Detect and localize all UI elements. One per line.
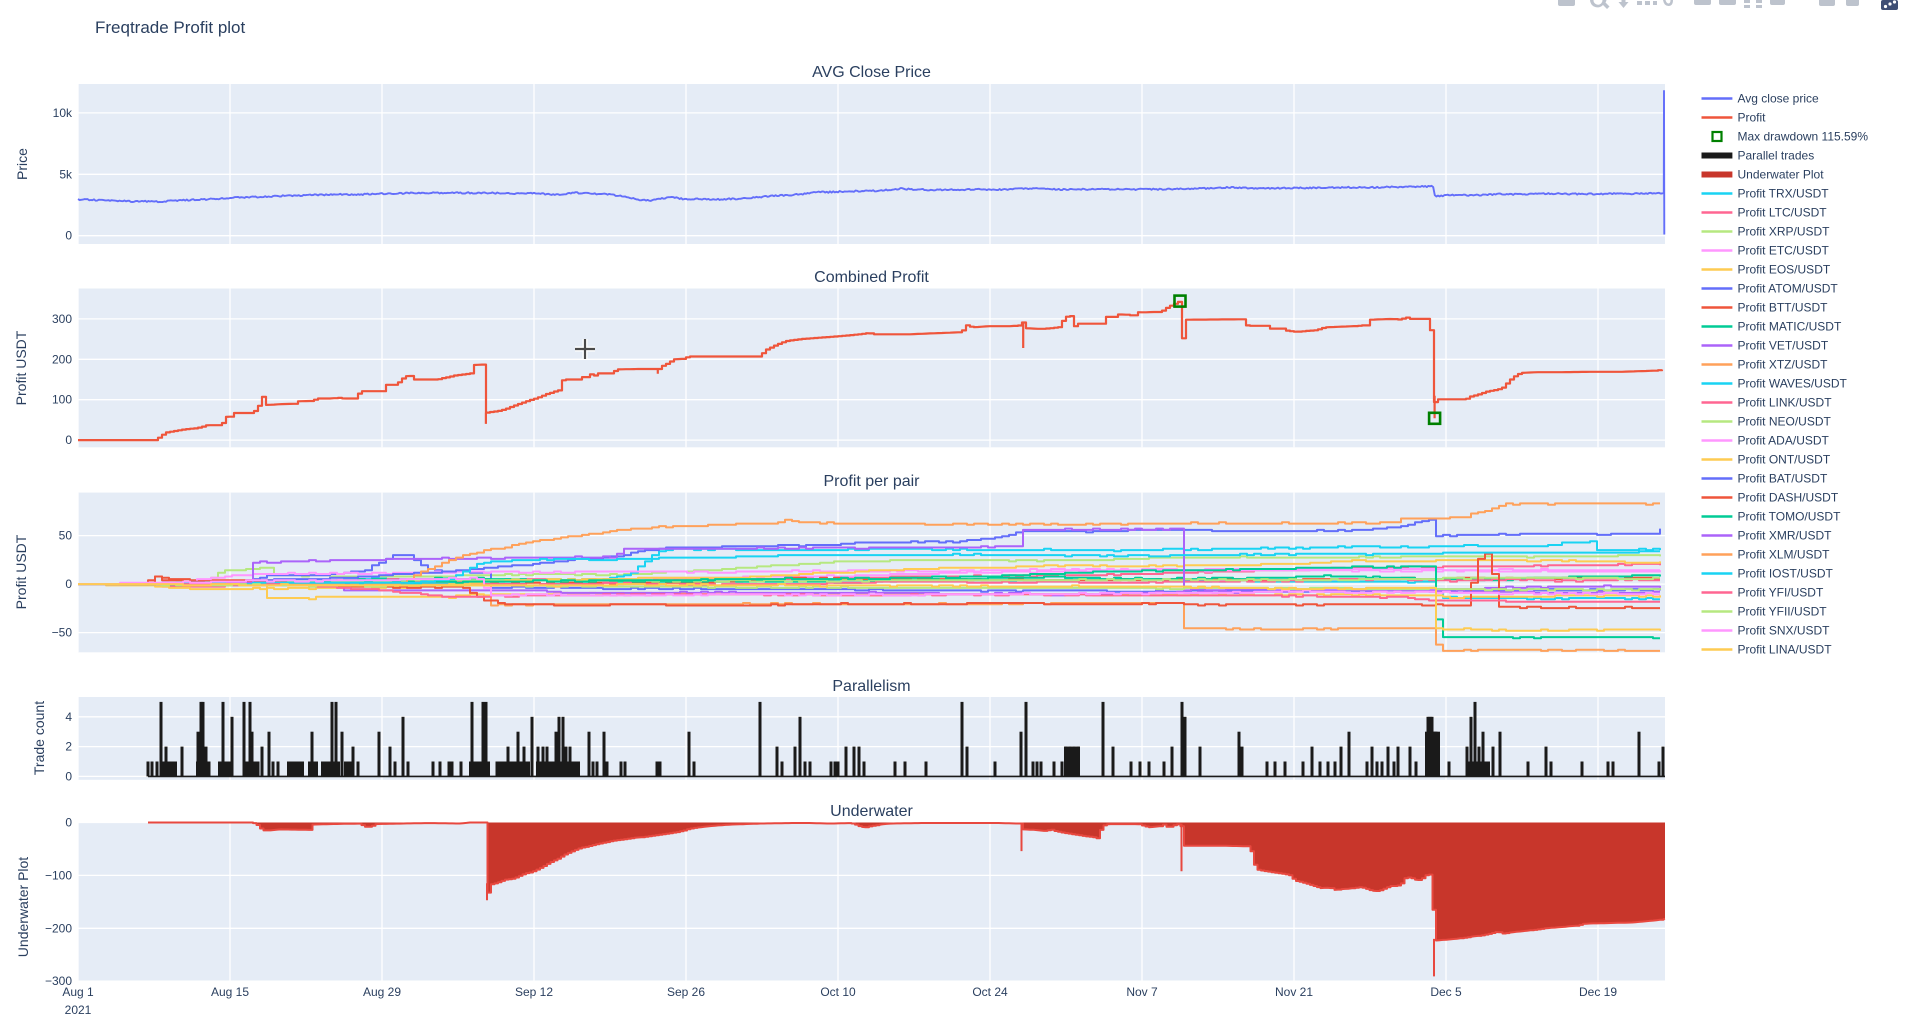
svg-text:Profit USDT: Profit USDT [13,534,29,609]
svg-text:Profit YFII/USDT: Profit YFII/USDT [1738,605,1828,619]
svg-text:Profit DASH/USDT: Profit DASH/USDT [1738,491,1839,505]
svg-text:10k: 10k [53,106,73,120]
svg-text:Oct 24: Oct 24 [972,985,1008,999]
svg-text:Profit TRX/USDT: Profit TRX/USDT [1738,187,1830,201]
svg-text:Profit LTC/USDT: Profit LTC/USDT [1738,206,1828,220]
svg-text:Price: Price [14,148,30,180]
svg-text:2: 2 [65,740,72,754]
svg-text:−300: −300 [45,974,72,988]
svg-text:Profit per pair: Profit per pair [823,473,920,490]
svg-text:50: 50 [59,529,73,543]
svg-text:100: 100 [52,393,72,407]
svg-text:Avg close price: Avg close price [1738,92,1819,106]
svg-text:Oct 10: Oct 10 [820,985,856,999]
svg-text:Freqtrade Profit plot: Freqtrade Profit plot [95,18,246,37]
svg-text:Trade count: Trade count [31,701,47,775]
svg-text:Parallel trades: Parallel trades [1738,149,1815,163]
svg-text:300: 300 [52,312,72,326]
svg-text:Profit BAT/USDT: Profit BAT/USDT [1738,472,1828,486]
svg-text:Profit XTZ/USDT: Profit XTZ/USDT [1738,358,1829,372]
svg-text:Dec 19: Dec 19 [1579,985,1617,999]
svg-text:Profit ADA/USDT: Profit ADA/USDT [1738,434,1830,448]
svg-text:Profit MATIC/USDT: Profit MATIC/USDT [1738,320,1842,334]
svg-text:Profit SNX/USDT: Profit SNX/USDT [1738,624,1831,638]
svg-text:0: 0 [65,577,72,591]
svg-text:Profit XMR/USDT: Profit XMR/USDT [1738,529,1833,543]
svg-text:Parallelism: Parallelism [832,678,910,695]
svg-text:Profit TOMO/USDT: Profit TOMO/USDT [1738,510,1842,524]
svg-text:Nov 7: Nov 7 [1126,985,1158,999]
svg-text:Underwater: Underwater [830,803,913,820]
svg-text:0: 0 [65,433,72,447]
svg-text:Profit LINA/USDT: Profit LINA/USDT [1738,643,1833,657]
svg-text:Profit EOS/USDT: Profit EOS/USDT [1738,263,1831,277]
svg-text:Profit YFI/USDT: Profit YFI/USDT [1738,586,1824,600]
svg-text:Sep 26: Sep 26 [667,985,705,999]
svg-text:Sep 12: Sep 12 [515,985,553,999]
svg-text:Combined Profit: Combined Profit [814,269,929,286]
svg-text:5k: 5k [59,167,73,181]
svg-text:4: 4 [65,710,72,724]
svg-text:−200: −200 [45,921,72,935]
svg-text:Profit NEO/USDT: Profit NEO/USDT [1738,415,1832,429]
svg-text:Profit XRP/USDT: Profit XRP/USDT [1738,225,1831,239]
svg-text:0: 0 [65,816,72,830]
svg-text:Profit XLM/USDT: Profit XLM/USDT [1738,548,1831,562]
svg-text:Profit ETC/USDT: Profit ETC/USDT [1738,244,1830,258]
svg-text:Nov 21: Nov 21 [1275,985,1313,999]
svg-text:−50: −50 [52,626,73,640]
svg-text:Dec 5: Dec 5 [1430,985,1462,999]
svg-text:Max drawdown 115.59%: Max drawdown 115.59% [1738,130,1869,144]
svg-text:−100: −100 [45,868,72,882]
svg-text:Profit IOST/USDT: Profit IOST/USDT [1738,567,1834,581]
svg-text:Aug 15: Aug 15 [211,985,249,999]
svg-text:0: 0 [65,229,72,243]
svg-text:Profit ATOM/USDT: Profit ATOM/USDT [1738,282,1839,296]
svg-text:Aug 1: Aug 1 [62,985,94,999]
svg-text:Profit WAVES/USDT: Profit WAVES/USDT [1738,377,1848,391]
svg-text:Profit VET/USDT: Profit VET/USDT [1738,339,1829,353]
svg-text:Profit BTT/USDT: Profit BTT/USDT [1738,301,1829,315]
svg-text:Profit: Profit [1738,111,1767,125]
svg-text:200: 200 [52,352,72,366]
svg-text:Aug 29: Aug 29 [363,985,401,999]
svg-text:AVG Close Price: AVG Close Price [812,64,931,81]
svg-text:0: 0 [65,769,72,783]
svg-text:Profit LINK/USDT: Profit LINK/USDT [1738,396,1833,410]
svg-text:Underwater Plot: Underwater Plot [15,857,31,957]
svg-text:Profit USDT: Profit USDT [13,330,29,405]
svg-text:Underwater Plot: Underwater Plot [1738,168,1825,182]
svg-text:Profit ONT/USDT: Profit ONT/USDT [1738,453,1831,467]
svg-text:2021: 2021 [65,1003,92,1017]
